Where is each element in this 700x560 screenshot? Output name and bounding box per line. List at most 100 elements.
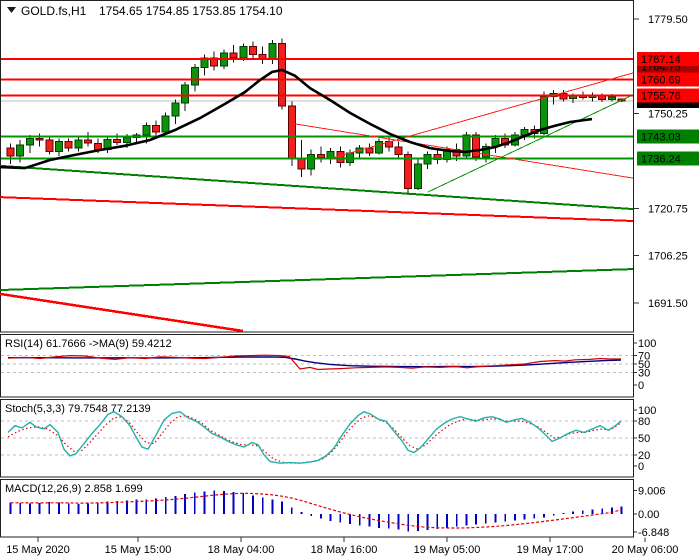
candle-bear <box>472 134 481 158</box>
candle-bull <box>268 42 277 60</box>
candle-bull <box>55 141 63 152</box>
macd-label: MACD(12,26,9) 2.858 1.699 <box>5 483 143 495</box>
price-axis-label: 1706.25 <box>648 250 688 262</box>
macd-signal-line <box>10 492 622 529</box>
price-badge-label: 1760.69 <box>641 75 681 87</box>
time-axis-content: 15 May 2020 15 May 15:00 18 May 04:00 18 Ma… <box>6 537 679 556</box>
price-badge-support <box>637 129 699 144</box>
candle-bull <box>190 67 199 86</box>
time-axis[interactable] <box>0 538 700 560</box>
indicator-axis-label: 80 <box>638 416 650 428</box>
trendline <box>0 292 244 333</box>
time-axis-label: 18 May 16:00 <box>311 544 378 556</box>
candle-bear <box>6 147 15 157</box>
stoch-d-line <box>7 414 622 464</box>
candle-bull <box>171 102 180 117</box>
trendline <box>0 268 634 292</box>
candle-bear <box>84 139 93 144</box>
trendline <box>0 164 634 211</box>
candle-bear <box>404 154 413 189</box>
candle-bull <box>462 134 471 157</box>
candle-bull <box>122 137 131 144</box>
candle-bear <box>229 52 238 59</box>
time-axis-label: 18 May 04:00 <box>208 544 275 556</box>
indicator-axis-label: 50 <box>638 359 650 371</box>
price-badge-resistance <box>637 88 699 103</box>
chart-title-symbol: GOLD.fs,H1 <box>21 4 87 18</box>
candle-bull <box>161 115 170 133</box>
indicator-axis-label: 0 <box>638 461 644 473</box>
trendline <box>331 72 634 159</box>
price-axis-label: 1720.75 <box>648 204 688 216</box>
price-badge-label: 1743.03 <box>641 132 681 144</box>
time-axis-label: 15 May 2020 <box>6 544 70 556</box>
time-axis-label: 20 May 06:00 <box>612 544 679 556</box>
price-badge-label: 1755.76 <box>641 91 681 103</box>
stoch-k-line <box>7 410 622 464</box>
candle-bull <box>307 154 316 170</box>
indicator-axis-label: 0 <box>638 380 644 392</box>
main-chart-content <box>0 38 634 333</box>
candle-bull <box>181 84 190 104</box>
price-badge-label: 1736.24 <box>641 154 681 166</box>
stoch-label: Stoch(5,3,3) 79.7548 77.2139 <box>5 403 151 415</box>
indicator-axis-label: 50 <box>638 433 650 445</box>
candle-bear <box>365 147 374 154</box>
indicator-axis-label: -6.848 <box>638 527 669 539</box>
trendline <box>0 196 634 222</box>
candle-bull <box>239 46 248 59</box>
candle-bear <box>249 46 257 56</box>
candle-bear <box>152 125 160 133</box>
candle-bull <box>481 146 490 158</box>
price-badge-support <box>637 151 699 166</box>
price-badge-resistance <box>637 51 699 66</box>
indicator-axis-label: 70 <box>638 351 650 363</box>
time-axis-label: 19 May 05:00 <box>414 544 481 556</box>
candle-bull <box>607 96 616 100</box>
candle-bull <box>16 144 25 157</box>
candle-bull <box>326 150 335 159</box>
indicator-axis-label: 100 <box>638 338 656 350</box>
candle-bull <box>375 141 384 154</box>
indicator-axis-label: 0.00 <box>638 509 659 521</box>
macd-content: 9.006 0.00 -6.848 <box>9 486 669 539</box>
candle-bear <box>278 42 287 107</box>
rsi-line <box>7 354 621 371</box>
chart-dropdown-icon[interactable] <box>7 7 16 13</box>
price-axis-label: 1750.25 <box>648 108 688 120</box>
candle-bear <box>113 138 122 144</box>
candle-bear <box>64 141 73 149</box>
candle-bull <box>74 139 83 149</box>
candle-bull <box>200 57 209 68</box>
trendline <box>427 94 634 193</box>
rsi-label: RSI(14) 61.7666 ->MA(9) 59.4212 <box>5 338 172 350</box>
candle-bear <box>316 154 325 159</box>
candle-bear <box>45 139 54 152</box>
price-axis-label: 1691.50 <box>648 298 688 310</box>
ma-line <box>0 68 593 170</box>
candle-bull <box>25 137 34 146</box>
price-badge-label: 1767.14 <box>641 54 681 66</box>
indicator-axis-label: 9.006 <box>638 486 666 498</box>
time-axis-label: 15 May 15:00 <box>105 544 172 556</box>
indicator-axis-label: 100 <box>638 405 656 417</box>
candle-bull <box>142 125 151 136</box>
candle-bear <box>394 146 403 156</box>
time-axis-label: 19 May 17:00 <box>517 544 584 556</box>
candle-bear <box>287 105 296 159</box>
chart-title-ohlc: 1754.65 1754.85 1753.85 1754.10 <box>99 4 283 18</box>
indicator-axis-label: 20 <box>638 450 650 462</box>
rsi-panel[interactable] <box>0 334 634 398</box>
candle-bull <box>413 163 422 189</box>
indicator-axis-label: 30 <box>638 367 650 379</box>
candle-bear <box>35 137 44 141</box>
candle-bear <box>210 57 219 67</box>
price-axis-content: 1779.501750.251720.751706.251691.501764.… <box>633 14 699 310</box>
price-badge-resistance <box>637 72 699 87</box>
macd-panel[interactable] <box>0 479 634 538</box>
price-axis-label: 1779.50 <box>648 14 688 26</box>
main-chart-panel[interactable] <box>0 0 634 333</box>
